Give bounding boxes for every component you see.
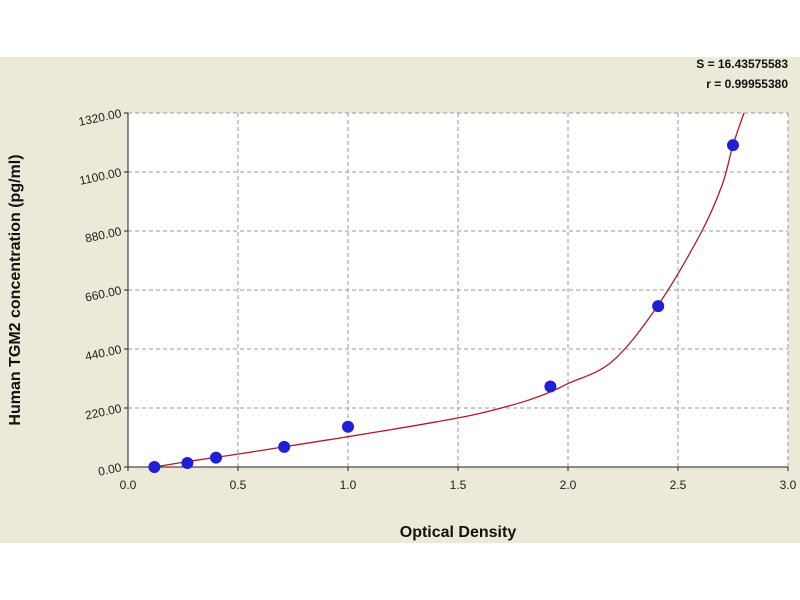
chart-figure: 0.0 0.5 1.0 1.5 2.0 2.5 3.0 0.00 220.00 440.00 66… xyxy=(0,57,800,543)
x-tick-label: 1.5 xyxy=(450,478,467,492)
data-point xyxy=(727,139,739,152)
data-point xyxy=(148,461,161,473)
y-tick-label: 1320.00 xyxy=(77,106,123,129)
y-tick-label: 880.00 xyxy=(84,224,123,245)
data-point xyxy=(181,456,194,469)
y-tick-label: 0.00 xyxy=(97,460,123,479)
x-tick-label: 3.0 xyxy=(780,478,797,492)
x-tick-label: 2.0 xyxy=(560,478,577,492)
data-point xyxy=(278,440,291,453)
y-ticks: 0.00 220.00 440.00 660.00 880.00 1100.00 1320.… xyxy=(77,106,128,479)
x-tick-label: 1.0 xyxy=(340,478,357,492)
x-ticks: 0.0 0.5 1.0 1.5 2.0 2.5 3.0 xyxy=(120,467,797,492)
x-tick-label: 0.5 xyxy=(230,478,247,492)
y-axis-title: Human TGM2 concentration (pg/ml) xyxy=(7,154,24,425)
y-tick-label: 1100.00 xyxy=(78,165,123,188)
data-point xyxy=(652,300,665,313)
x-tick-label: 2.5 xyxy=(670,478,687,492)
x-axis-title: Optical Density xyxy=(400,524,517,541)
chart-svg: 0.0 0.5 1.0 1.5 2.0 2.5 3.0 0.00 220.00 440.00 66… xyxy=(7,57,797,541)
grid xyxy=(128,112,789,467)
data-points xyxy=(148,139,739,473)
data-point xyxy=(544,380,557,393)
data-point xyxy=(342,420,354,433)
y-tick-label: 440.00 xyxy=(84,342,123,363)
data-point xyxy=(210,451,222,464)
y-tick-label: 660.00 xyxy=(84,283,123,304)
stat-r-label: r = 0.99955380 xyxy=(706,77,788,91)
stat-s-label: S = 16.43575583 xyxy=(696,57,788,71)
y-tick-label: 220.00 xyxy=(84,401,123,422)
x-tick-label: 0.0 xyxy=(120,478,137,492)
